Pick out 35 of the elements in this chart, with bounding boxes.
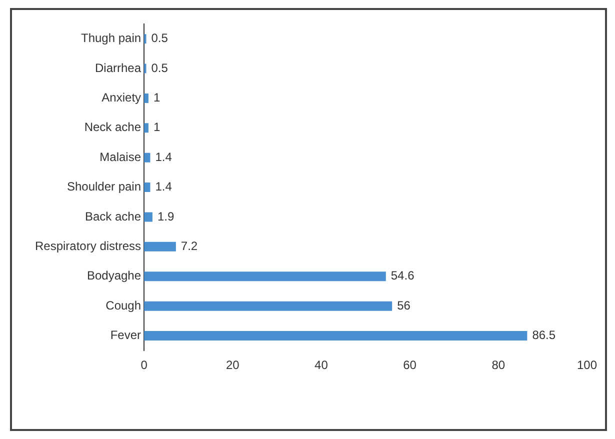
- x-tick-label: 100: [576, 358, 598, 372]
- y-tick-label: Bodyaghe: [86, 268, 142, 283]
- data-label: 1: [153, 90, 160, 105]
- data-label: 1.4: [155, 180, 172, 194]
- bar: [144, 123, 148, 133]
- y-tick-label: Cough: [106, 298, 142, 312]
- y-tick-label: Anxiety: [102, 90, 142, 105]
- data-label: 56: [397, 298, 411, 312]
- bar: [144, 242, 176, 252]
- data-label: 0.5: [151, 31, 168, 46]
- data-label: 1.9: [157, 209, 174, 224]
- x-tick-label: 40: [314, 358, 328, 372]
- y-tick-label: Shoulder pain: [66, 180, 142, 194]
- y-tick-label: Back ache: [84, 209, 142, 224]
- data-label: 7.2: [180, 238, 198, 253]
- data-label: 54.6: [390, 268, 415, 283]
- y-tick-label: Neck ache: [84, 120, 142, 134]
- bar: [144, 331, 528, 341]
- x-tick-label: 60: [403, 358, 417, 372]
- y-tick-label: Respiratory distress: [35, 238, 142, 253]
- bar: [144, 301, 392, 311]
- data-label: 0.5: [151, 60, 168, 75]
- y-tick-label: Diarrhea: [95, 60, 142, 75]
- x-tick-label: 0: [140, 358, 148, 372]
- x-tick-label: 80: [492, 358, 506, 372]
- y-tick-label: Fever: [110, 328, 142, 342]
- data-label: 1.4: [155, 150, 172, 164]
- data-label: 1: [153, 120, 160, 134]
- y-tick-label: Malaise: [100, 150, 142, 164]
- bar: [144, 93, 148, 103]
- data-label: 86.5: [532, 328, 556, 342]
- bar: [144, 212, 152, 222]
- x-tick-label: 20: [226, 358, 240, 372]
- bar: [144, 272, 386, 282]
- y-tick-label: Thugh pain: [80, 31, 142, 46]
